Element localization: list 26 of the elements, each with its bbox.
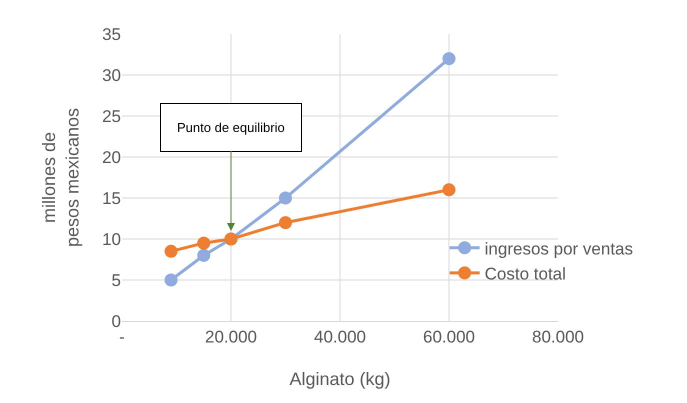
x-tick-label: 20.000 bbox=[205, 327, 257, 346]
point bbox=[279, 192, 292, 204]
point bbox=[442, 52, 456, 66]
annotation: Punto de equilibrio bbox=[177, 120, 285, 135]
x-tick-label: 60.000 bbox=[423, 327, 475, 346]
point bbox=[197, 236, 210, 250]
y-tick-label: 25 bbox=[102, 106, 121, 126]
y-tick-label: 0 bbox=[112, 312, 121, 331]
x-tick-label: - bbox=[119, 327, 125, 346]
legend-label: Costo total bbox=[484, 264, 566, 284]
x-tick-label: 40.000 bbox=[314, 327, 366, 346]
y-tick-label: 30 bbox=[102, 66, 121, 85]
x-axis-title: Alginato (kg) bbox=[289, 369, 391, 389]
point bbox=[164, 244, 178, 258]
y-tick-label: 20 bbox=[102, 148, 121, 167]
point bbox=[442, 183, 456, 196]
y-tick-label: 15 bbox=[102, 188, 121, 208]
x-tick-label: 80.000 bbox=[532, 327, 584, 346]
point bbox=[197, 248, 210, 262]
legend-label: ingresos por ventas bbox=[484, 239, 634, 258]
y-axis-title: millones de pesos mexicanos bbox=[38, 108, 82, 248]
point bbox=[279, 216, 292, 230]
point bbox=[164, 274, 178, 286]
y-tick-label: 10 bbox=[102, 230, 121, 249]
y-tick-label: 35 bbox=[102, 24, 121, 44]
y-tick-label: 5 bbox=[112, 270, 121, 290]
